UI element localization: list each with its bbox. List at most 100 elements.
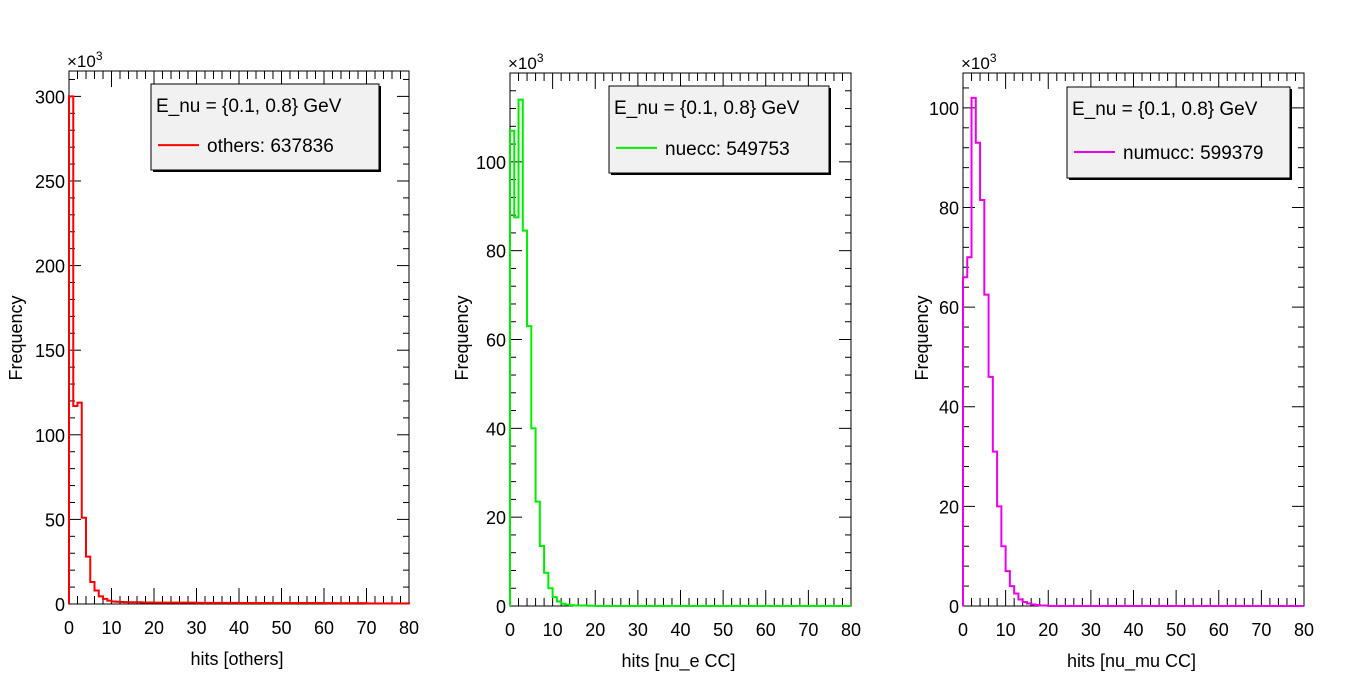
histogram-bin xyxy=(269,603,273,604)
legend-box: E_nu = {0.1, 0.8} GeV others: 637836 xyxy=(150,83,381,172)
histogram-bin xyxy=(248,603,252,604)
histogram-bin xyxy=(523,231,527,606)
histogram-bin xyxy=(561,604,565,606)
x-tick-label: 40 xyxy=(229,618,249,638)
histogram-bin xyxy=(367,603,371,604)
x-tick-label: 20 xyxy=(144,618,164,638)
x-tick-label: 0 xyxy=(958,620,968,640)
histogram-bin xyxy=(396,603,400,604)
histogram-panel-3: 0 10 20 30 40 50 60 70 80 0 20 40 60 80 100 ×103 hits [n… xyxy=(912,51,1314,672)
histogram-bin xyxy=(303,603,307,604)
legend-box: E_nu = {0.1, 0.8} GeV nuecc: 549753 xyxy=(608,85,831,175)
histogram-bin xyxy=(184,603,188,604)
histogram-bin xyxy=(73,406,77,604)
histogram-series-line xyxy=(509,98,851,607)
histogram-bin xyxy=(514,217,518,606)
histogram-panel-2: 0 10 20 30 40 50 60 70 80 0 20 40 60 80 100 ×103 hits [n… xyxy=(452,51,861,672)
histogram-bin xyxy=(158,603,162,604)
histogram-bin xyxy=(273,603,277,604)
x-tick-label: 40 xyxy=(670,620,690,640)
axis-multiplier: ×103 xyxy=(961,51,997,73)
histogram-bin xyxy=(519,100,523,606)
histogram-bin xyxy=(282,603,286,604)
y-tick-label: 60 xyxy=(939,298,959,318)
histogram-bin xyxy=(231,603,235,604)
histogram-bin xyxy=(527,326,531,606)
x-tick-label: 60 xyxy=(756,620,776,640)
histogram-series-line xyxy=(962,96,1304,607)
x-tick-label: 30 xyxy=(1081,620,1101,640)
x-tick-label: 30 xyxy=(186,618,206,638)
histogram-bin xyxy=(124,602,128,604)
histogram-bin xyxy=(371,603,375,604)
histogram-bin xyxy=(154,603,158,604)
multiplier-base: ×10 xyxy=(508,54,537,73)
histogram-bin xyxy=(150,602,154,604)
histogram-bin xyxy=(252,603,256,604)
y-tick-label: 100 xyxy=(35,426,65,446)
histogram-bin xyxy=(997,506,1001,606)
histogram-bin xyxy=(218,603,222,604)
histogram-bin xyxy=(205,603,209,604)
histogram-bin xyxy=(307,603,311,604)
histogram-bin xyxy=(107,601,111,604)
y-tick-label: 100 xyxy=(929,99,959,119)
histogram-bin xyxy=(316,603,320,604)
x-tick-label: 10 xyxy=(543,620,563,640)
axis-multiplier: ×103 xyxy=(67,49,103,71)
histogram-bin xyxy=(82,518,86,604)
histogram-bin xyxy=(192,603,196,604)
histogram-bin xyxy=(1027,604,1031,606)
histogram-bin xyxy=(963,277,967,606)
x-tick-label: 70 xyxy=(1251,620,1271,640)
x-tick-label: 20 xyxy=(585,620,605,640)
x-tick-label: 10 xyxy=(996,620,1016,640)
x-tick-label: 50 xyxy=(271,618,291,638)
y-tick-label: 20 xyxy=(486,508,506,528)
legend-frame xyxy=(608,85,830,174)
histogram-bin xyxy=(290,603,294,604)
histogram-bin xyxy=(167,603,171,604)
legend-header: E_nu = {0.1, 0.8} GeV xyxy=(1072,99,1258,120)
histogram-bin xyxy=(405,603,409,604)
histogram-bin xyxy=(277,603,281,604)
histogram-bin xyxy=(133,602,137,604)
histogram-bin xyxy=(993,452,997,606)
histogram-bin xyxy=(354,603,358,604)
y-axis-title: Frequency xyxy=(452,295,472,380)
histogram-bin xyxy=(171,603,175,604)
histogram-bin xyxy=(320,603,324,604)
histogram-bin xyxy=(548,588,552,606)
histogram-bin xyxy=(1014,594,1018,606)
y-tick-label: 100 xyxy=(476,153,506,173)
x-tick-label: 70 xyxy=(798,620,818,640)
histogram-bin xyxy=(265,603,269,604)
histogram-bin xyxy=(243,603,247,604)
histogram-bin xyxy=(333,603,337,604)
histogram-bin xyxy=(103,599,107,604)
histogram-bin xyxy=(976,143,980,606)
histogram-bin xyxy=(536,502,540,606)
histogram-bin xyxy=(299,603,303,604)
y-tick-label: 40 xyxy=(939,398,959,418)
histogram-bin xyxy=(1001,546,1005,606)
histogram-bin xyxy=(120,602,124,604)
histogram-bin xyxy=(967,257,971,606)
y-tick-label: 80 xyxy=(939,198,959,218)
histogram-bin xyxy=(294,603,298,604)
histogram-bin xyxy=(214,603,218,604)
histogram-bin xyxy=(375,603,379,604)
y-tick-label: 20 xyxy=(939,497,959,517)
histogram-bin xyxy=(69,96,73,604)
multiplier-base: ×10 xyxy=(961,54,990,73)
histogram-bin xyxy=(188,603,192,604)
y-tick-label: 0 xyxy=(55,595,65,615)
multiplier-exponent: 3 xyxy=(990,51,997,65)
histogram-bin xyxy=(345,603,349,604)
histogram-bin xyxy=(1010,586,1014,606)
histogram-bin xyxy=(392,603,396,604)
x-tick-label: 80 xyxy=(399,618,419,638)
histogram-bin xyxy=(116,602,120,604)
histogram-bin xyxy=(286,603,290,604)
histogram-bin xyxy=(226,603,230,604)
